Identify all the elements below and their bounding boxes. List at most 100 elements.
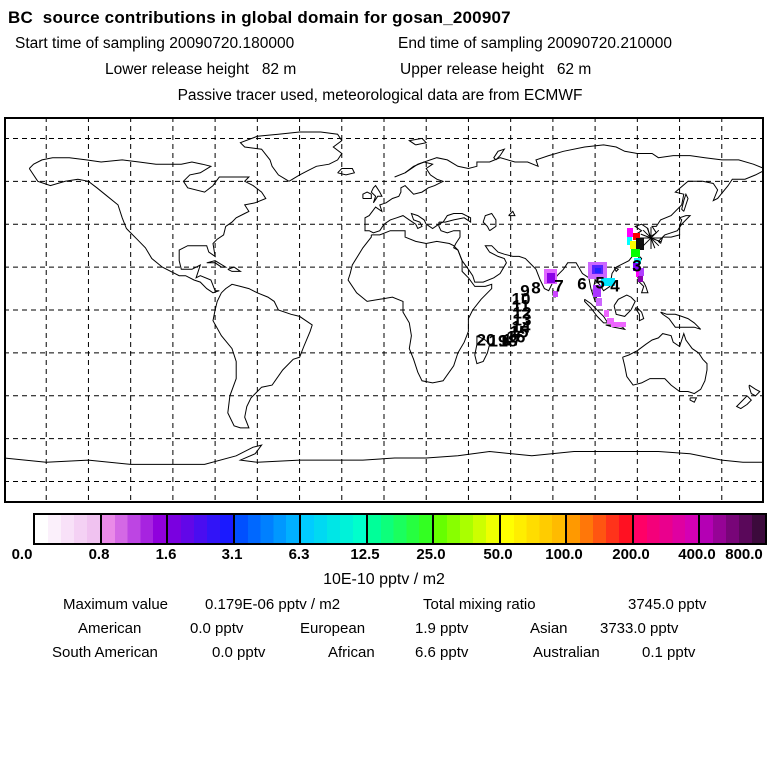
colorbar-tick: 1.6 (155, 546, 177, 563)
coastline (493, 148, 506, 161)
colorbar-block (101, 515, 169, 543)
colorbar-block (700, 515, 766, 543)
trajectory-day-label: 14 (512, 317, 531, 336)
plot-title: BC source contributions in global domain… (8, 8, 511, 27)
trajectory-day-label: 7 (554, 276, 563, 295)
map-patch (604, 310, 609, 317)
region-value-australian: 0.1 pptv (642, 644, 696, 661)
coastline (634, 307, 645, 322)
colorbar-block (301, 515, 368, 543)
receptor-star-icon (640, 233, 662, 243)
colorbar-tick: 3.1 (221, 546, 243, 563)
coastline (689, 397, 698, 403)
coastline (212, 283, 313, 429)
region-label-european: European (300, 620, 366, 637)
colorbar-block (633, 515, 701, 543)
coastline (681, 192, 689, 212)
map-patch (553, 291, 558, 297)
map-patch (638, 276, 643, 282)
coastline (482, 212, 497, 232)
coastline (206, 260, 228, 268)
colorbar-block (35, 515, 102, 543)
colorbar-tick: 800.0 (725, 546, 763, 563)
coastline (227, 266, 243, 272)
trajectory-day-label: 19 (489, 331, 508, 350)
trajectory-day-label: 8 (531, 278, 540, 297)
trajectory-day-label: 15 (510, 322, 529, 341)
map-patch (547, 273, 555, 283)
region-value-european: 1.9 pptv (415, 620, 469, 637)
map-patch (595, 268, 601, 273)
colorbar-tick: 400.0 (678, 546, 716, 563)
map-patch (633, 233, 640, 240)
map-frame-border (4, 117, 764, 503)
colorbar-tick: 100.0 (545, 546, 583, 563)
coastline (622, 331, 708, 395)
start-time-label: Start time of sampling 20090720.180000 (15, 35, 295, 52)
region-value-african: 6.6 pptv (415, 644, 469, 661)
colorbar-block (367, 515, 435, 543)
end-time-label: End time of sampling 20090720.210000 (398, 35, 673, 52)
colorbar-block (567, 515, 634, 543)
region-label-asian: Asian (530, 620, 568, 637)
region-value-south-american: 0.0 pptv (212, 644, 266, 661)
trajectory-day-label: 4 (610, 276, 620, 295)
trajectory-day-label: 13 (513, 310, 532, 329)
coastline (364, 161, 472, 234)
total-ratio-label: Total mixing ratio (423, 596, 536, 613)
coastline (370, 184, 383, 204)
trajectory-day-label: 18 (499, 331, 518, 350)
trajectory-day-label: 17 (503, 330, 522, 349)
map-patch (607, 318, 614, 324)
trajectory-day-label: 5 (595, 273, 604, 292)
colorbar-tick: 25.0 (416, 546, 446, 563)
coastline (508, 210, 516, 217)
coastline (748, 384, 761, 397)
colorbar-block (168, 515, 235, 543)
colorbar-block (434, 515, 501, 543)
trajectory-day-label: 20 (477, 330, 496, 349)
region-label-african: African (328, 644, 375, 661)
coastline (584, 298, 609, 324)
colorbar-tick: 0.8 (88, 546, 110, 563)
coastline (3, 444, 764, 465)
region-value-american: 0.0 pptv (190, 620, 244, 637)
max-value: 0.179E-06 pptv / m2 (205, 596, 341, 613)
coastline (407, 137, 428, 146)
colorbar-tick: 6.3 (288, 546, 310, 563)
upper-release-label: Upper release height 62 m (400, 61, 592, 78)
coastline (362, 191, 372, 199)
map-patch (634, 258, 641, 264)
max-value-label: Maximum value (63, 596, 169, 613)
coastline (28, 157, 267, 294)
trajectory-day-label: 12 (513, 303, 532, 322)
map-patch (627, 237, 632, 245)
total-ratio-value: 3745.0 pptv (628, 596, 707, 613)
map-patch (611, 322, 626, 327)
coastline (394, 144, 765, 178)
map-patch (596, 298, 602, 306)
tracer-note: Passive tracer used, meteorological data… (177, 87, 583, 104)
coastline (735, 395, 752, 410)
map-patch (627, 228, 633, 237)
trajectory-day-label: 10 (512, 289, 531, 308)
map-patch (593, 285, 601, 297)
coastline (660, 311, 702, 330)
map-patch (633, 263, 640, 271)
trajectory-day-label: 9 (520, 281, 529, 300)
region-label-south-american: South American (52, 644, 158, 661)
map-patch (630, 241, 636, 249)
trajectory-day-label: 16 (507, 327, 526, 346)
colorbar-tick: 200.0 (612, 546, 650, 563)
trajectory-day-label: 11 (512, 296, 530, 315)
map-patch (631, 249, 640, 257)
coastline (657, 215, 692, 244)
colorbar-tick: 0.0 (11, 546, 33, 563)
colorbar-tick: 12.5 (350, 546, 380, 563)
map-patch (636, 238, 644, 250)
colorbar-tick: 50.0 (483, 546, 513, 563)
map-patch (639, 268, 644, 276)
trajectory-day-label: 6 (577, 274, 586, 293)
coastline (613, 266, 620, 273)
